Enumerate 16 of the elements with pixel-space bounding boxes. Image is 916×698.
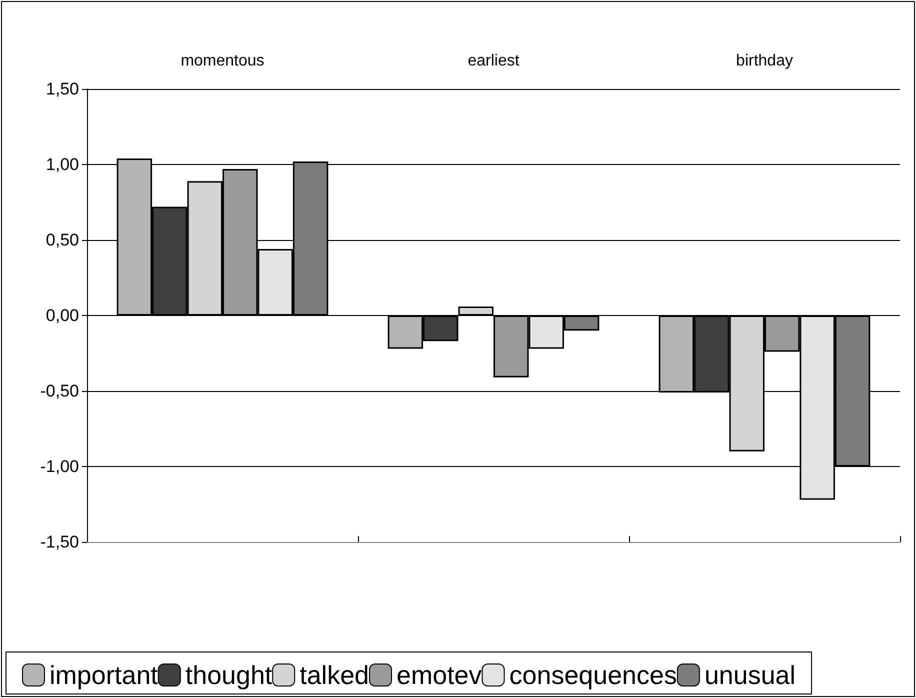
y-tick-label: -1,50 bbox=[40, 532, 79, 552]
y-tick-label: 1,00 bbox=[46, 155, 79, 174]
y-tick-label: 1,50 bbox=[46, 80, 79, 98]
legend-label: important bbox=[50, 660, 159, 690]
legend-label: unusual bbox=[704, 660, 796, 690]
legend-label: talked bbox=[300, 660, 370, 690]
y-tick-label: -0,50 bbox=[40, 382, 79, 400]
legend-label: thought bbox=[185, 660, 273, 690]
y-tick-label: 0,00 bbox=[46, 306, 79, 325]
y-tick-label: -1,00 bbox=[40, 457, 79, 476]
x-tick-label: earliest bbox=[468, 52, 520, 70]
y-tick-label: 0,50 bbox=[46, 230, 79, 250]
x-tick-label: momentous bbox=[180, 52, 264, 70]
x-tick-label: birthday bbox=[736, 52, 793, 70]
legend-label: consequences bbox=[509, 660, 677, 690]
legend-label: emotev bbox=[396, 660, 482, 690]
